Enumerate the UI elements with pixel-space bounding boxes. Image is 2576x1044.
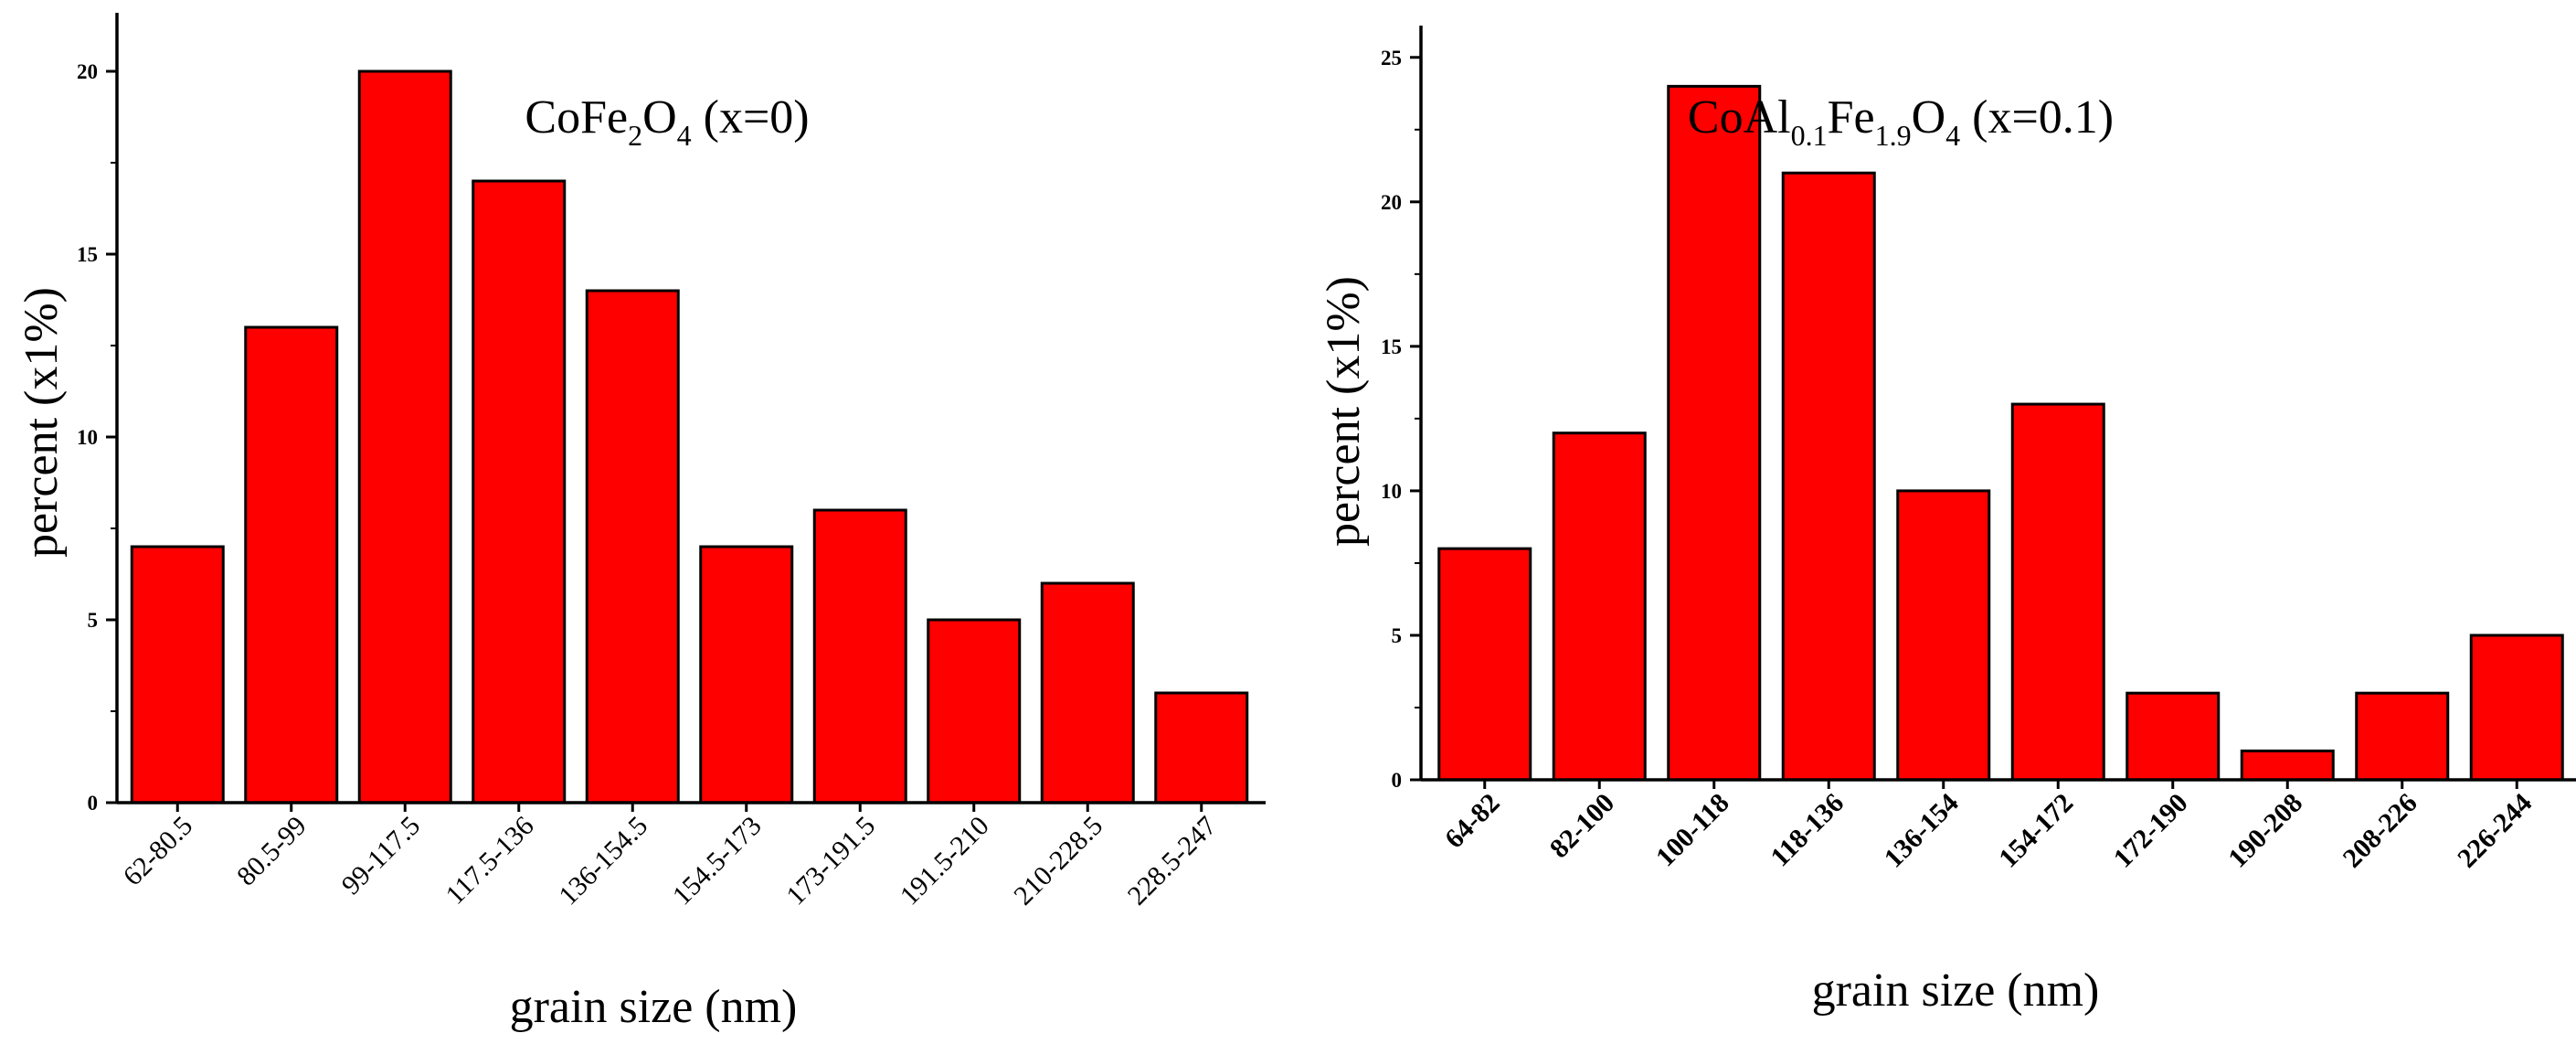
bar-62-80.5 [130, 545, 225, 804]
y-axis-label: percent (x1%) [1318, 276, 1370, 547]
title-subscript: 1.9 [1875, 119, 1912, 152]
x-tick-label: 136-154 [1879, 788, 1965, 874]
title-subscript: 4 [677, 119, 692, 152]
chart-coal01fe19o4: 0 5 10 15 20 25 64-82 82-100 100-118 118-136 136-1… [1318, 26, 2576, 1017]
bar-154.5-173 [699, 545, 794, 804]
bar-100-118 [1667, 84, 1762, 782]
y-tick-label: 5 [88, 609, 99, 632]
chart-title: CoFe2O4 (x=0) [525, 91, 809, 152]
title-text: Fe [1828, 91, 1875, 144]
title-text: (x=0.1) [1960, 91, 2114, 144]
title-subscript: 0.1 [1791, 119, 1828, 152]
x-tick-label: 82-100 [1544, 788, 1620, 864]
title-text: (x=0) [692, 91, 810, 144]
y-axis-label: percent (x1%) [16, 287, 68, 558]
y-tick-label: 15 [1381, 336, 1402, 358]
x-tick-label: 80.5-99 [231, 811, 313, 892]
title-text: O [642, 91, 677, 144]
bar-226-244 [2469, 634, 2564, 782]
x-tick-label: 173-191.5 [780, 811, 881, 911]
bar-173-191.5 [812, 508, 907, 804]
x-tick-label: 62-80.5 [117, 811, 198, 892]
x-tick-label: 118-136 [1765, 788, 1850, 873]
bar-210-228.5 [1040, 581, 1135, 804]
bar-64-82 [1437, 547, 1532, 782]
bar-99-117.5 [357, 69, 452, 804]
y-tick-label: 20 [1381, 191, 1402, 214]
y-tick-label: 5 [1392, 624, 1403, 647]
title-text: CoAl [1688, 91, 1791, 144]
bar-80.5-99 [244, 325, 339, 804]
x-tick-label: 228.5-247 [1122, 811, 1223, 911]
x-tick-label: 190-208 [2222, 788, 2308, 874]
x-axis-label: grain size (nm) [510, 981, 798, 1033]
bar-190-208 [2240, 749, 2335, 782]
bar-118-136 [1781, 171, 1876, 782]
bar-136-154 [1896, 489, 1991, 782]
bar-191.5-210 [927, 618, 1022, 804]
y-tick-label: 0 [88, 792, 99, 815]
title-text: CoFe [525, 91, 628, 144]
x-tick-label: 100-118 [1650, 788, 1735, 873]
x-tick-label: 210-228.5 [1008, 811, 1108, 911]
y-tick-label: 0 [1392, 769, 1403, 792]
x-axis-label: grain size (nm) [1812, 964, 2100, 1017]
x-tick-label: 136-154.5 [553, 811, 653, 911]
bar-136-154.5 [585, 289, 680, 804]
title-subscript: 4 [1945, 119, 1960, 152]
chart-title: CoAl0.1Fe1.9O4 (x=0.1) [1688, 91, 2114, 152]
y-tick-label: 10 [77, 426, 98, 449]
y-tick-label: 20 [77, 60, 98, 83]
x-tick-label: 226-244 [2452, 788, 2538, 874]
y-tick-label: 25 [1381, 47, 1402, 69]
bar-154-172 [2010, 402, 2105, 782]
x-tick-label: 172-190 [2108, 788, 2194, 874]
bar-117.5-136 [472, 179, 567, 804]
x-tick-label: 64-82 [1439, 788, 1506, 855]
x-tick-label: 154-172 [1993, 788, 2079, 874]
y-tick-label: 10 [1381, 480, 1402, 503]
bar-208-226 [2355, 691, 2450, 782]
y-tick-label: 15 [77, 243, 98, 266]
x-tick-label: 208-226 [2337, 788, 2423, 874]
x-tick-label: 154.5-173 [667, 811, 768, 911]
x-tick-label: 191.5-210 [895, 811, 995, 911]
bar-82-100 [1552, 431, 1647, 782]
x-tick-label: 99-117.5 [336, 811, 427, 901]
title-text: O [1912, 91, 1946, 144]
bar-228.5-247 [1154, 691, 1249, 804]
bar-172-190 [2125, 691, 2221, 782]
title-subscript: 2 [628, 119, 642, 152]
x-tick-label: 117.5-136 [440, 811, 540, 911]
